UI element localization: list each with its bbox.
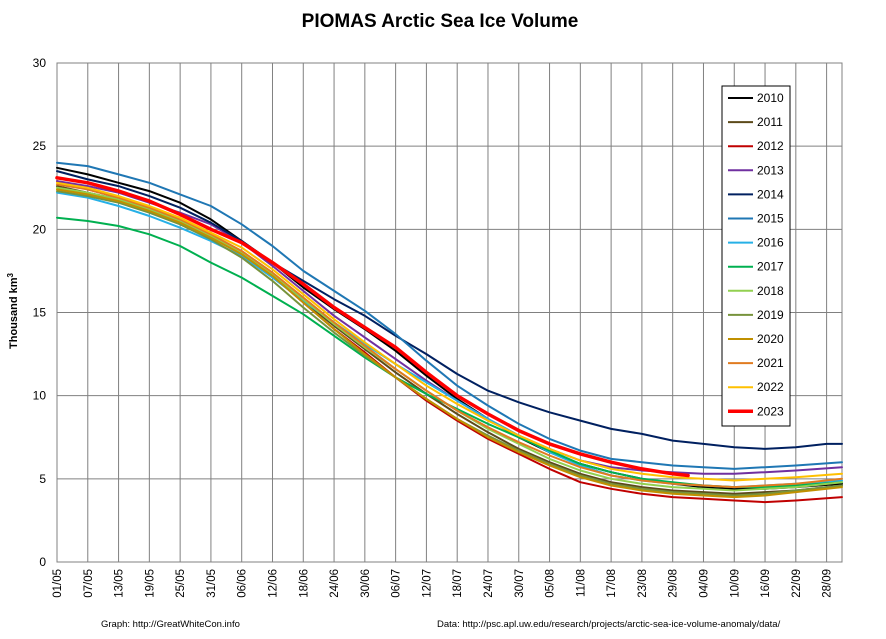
x-tick-label: 24/07 (483, 569, 495, 598)
footer-graph-credit: Graph: http://GreatWhiteCon.info (101, 619, 240, 630)
y-tick-label: 20 (33, 222, 47, 236)
legend-label-2010: 2010 (757, 91, 784, 105)
legend-label-2023: 2023 (757, 404, 784, 418)
y-axis-label-main: Thousand km (8, 277, 20, 349)
x-tick-label: 05/08 (545, 569, 557, 598)
x-tick-label: 24/06 (329, 569, 341, 598)
legend-label-2019: 2019 (757, 308, 784, 322)
x-tick-label: 25/05 (175, 569, 187, 598)
legend-label-2016: 2016 (757, 236, 784, 250)
plot-frame (56, 62, 843, 563)
x-tick-label: 30/07 (514, 569, 526, 598)
series-line-2010 (56, 166, 843, 490)
legend-label-2014: 2014 (757, 187, 784, 201)
y-tick-label: 10 (33, 389, 47, 403)
y-tick-label: 30 (33, 56, 47, 70)
x-tick-label: 29/08 (668, 569, 680, 598)
legend-label-2021: 2021 (757, 356, 784, 370)
chart-title: PIOMAS Arctic Sea Ice Volume (302, 11, 579, 32)
y-axis-ticks: 0 5 10 15 20 25 30 (33, 56, 47, 569)
x-tick-label: 01/05 (52, 569, 64, 598)
x-tick-label: 19/05 (144, 569, 156, 598)
series-line-2021 (56, 183, 843, 489)
legend-label-2017: 2017 (757, 260, 784, 274)
legend-label-2020: 2020 (757, 332, 784, 346)
legend-label-2012: 2012 (757, 139, 784, 153)
x-tick-label: 22/09 (791, 569, 803, 598)
x-tick-label: 30/06 (360, 569, 372, 598)
x-tick-label: 16/09 (760, 569, 772, 598)
y-tick-label: 5 (39, 472, 46, 486)
x-tick-label: 06/07 (391, 569, 403, 598)
x-tick-label: 18/06 (298, 569, 310, 598)
x-tick-label: 18/07 (452, 569, 464, 598)
legend-label-2022: 2022 (757, 380, 784, 394)
series-line-2015 (56, 161, 843, 470)
x-tick-label: 12/07 (421, 569, 433, 598)
legend-label-2015: 2015 (757, 212, 784, 226)
series-line-2020 (56, 188, 843, 499)
series-line-2014 (56, 170, 843, 450)
x-tick-label: 17/08 (606, 569, 618, 598)
series-line-2022 (56, 181, 843, 482)
x-tick-label: 23/08 (637, 569, 649, 598)
y-tick-label: 0 (39, 555, 46, 569)
x-tick-label: 10/09 (729, 569, 741, 598)
x-tick-label: 11/08 (575, 569, 587, 597)
x-tick-label: 06/06 (237, 569, 249, 598)
legend-label-2018: 2018 (757, 284, 784, 298)
x-tick-label: 31/05 (206, 569, 218, 598)
footer-data-source: Data: http://psc.apl.uw.edu/research/pro… (437, 619, 781, 630)
y-axis-label: Thousand km3 (6, 272, 20, 349)
series-line-2023 (55, 176, 690, 478)
y-tick-label: 25 (33, 139, 47, 153)
x-tick-label: 04/09 (698, 569, 710, 598)
series-lines (55, 161, 843, 504)
legend-box (721, 85, 791, 427)
x-tick-label: 07/05 (83, 569, 95, 598)
x-tick-label: 28/09 (822, 569, 834, 598)
y-axis-label-superscript: 3 (6, 272, 15, 277)
legend-label-2011: 2011 (757, 115, 783, 129)
y-tick-label: 15 (33, 306, 47, 320)
x-axis-ticks: 01/05 07/05 13/05 19/05 25/05 31/05 06/06 12/06… (52, 569, 834, 598)
legend: 2010 2011 2012 2013 2014 2015 2016 2017 2018 2019… (721, 85, 791, 427)
plot-border (56, 62, 843, 563)
legend-label-2013: 2013 (757, 163, 784, 177)
x-tick-label: 12/06 (267, 569, 279, 598)
x-tick-label: 13/05 (114, 569, 126, 598)
